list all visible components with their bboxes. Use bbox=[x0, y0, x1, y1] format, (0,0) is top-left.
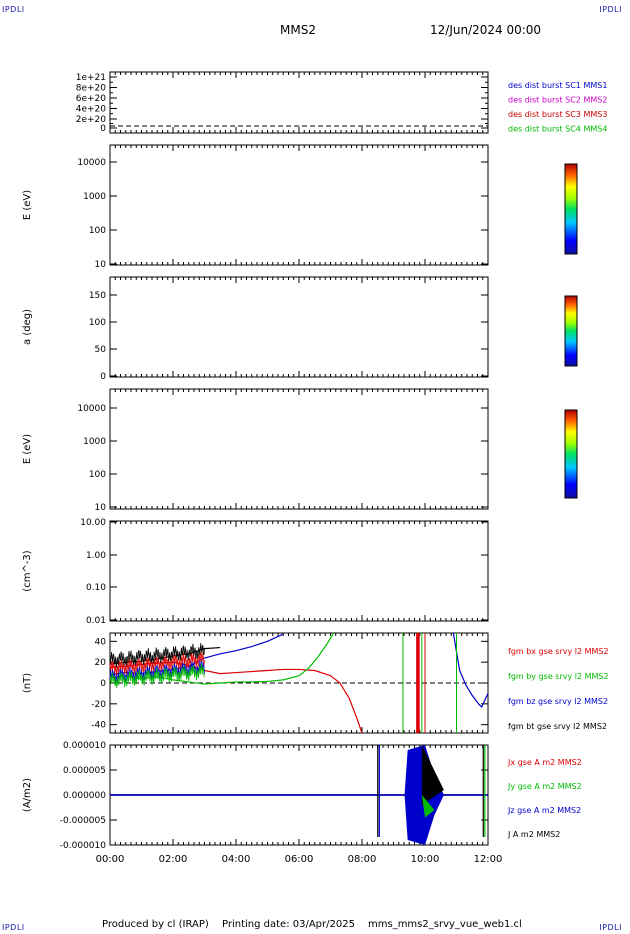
p1-legend-entry: des dist burst SC2 MMS2 bbox=[508, 96, 607, 105]
p2-tick-label: 1000 bbox=[83, 192, 106, 202]
p6-tick-label: -20 bbox=[91, 700, 106, 710]
colorbar-3 bbox=[564, 409, 578, 499]
p4-tick-label: 1000 bbox=[83, 437, 106, 447]
p7-legend-entry: Jz gse A m2 MMS2 bbox=[507, 806, 581, 815]
colorbar-2 bbox=[564, 295, 578, 367]
date-title: 12/Jun/2024 00:00 bbox=[430, 23, 542, 37]
p1-tick-label: 4e+20 bbox=[76, 105, 107, 115]
p3-tick-label: 100 bbox=[89, 318, 106, 328]
p1-frame bbox=[109, 71, 489, 134]
corner-label-bottom-left: IPDLI bbox=[2, 923, 25, 932]
p1-tick-label: 2e+20 bbox=[76, 115, 107, 125]
p4-tick-label: 100 bbox=[89, 470, 106, 480]
p4-tick-label: 10 bbox=[95, 503, 107, 513]
p7-tick-label: -0.000010 bbox=[60, 841, 106, 851]
p5-tick-label: 10.00 bbox=[80, 518, 106, 528]
time-tick-label: 00:00 bbox=[96, 854, 125, 865]
p1-legend-entry: des dist burst SC4 MMS4 bbox=[508, 125, 607, 134]
p1-tick-label: 0 bbox=[100, 124, 106, 134]
p4-ylabel: E (eV) bbox=[22, 434, 33, 464]
p7-tick-label: 0.000010 bbox=[63, 741, 106, 751]
p2-tick-label: 10000 bbox=[77, 158, 106, 168]
colorbar-1 bbox=[564, 163, 578, 255]
footer-printing-date: Printing date: 03/Apr/2025 bbox=[222, 919, 355, 930]
p7-legend-entry: J A m2 MMS2 bbox=[507, 830, 560, 839]
p6-noise-trace bbox=[109, 643, 205, 668]
p3-tick-label: 150 bbox=[89, 291, 106, 301]
p7-ylabel: (A/m2) bbox=[22, 778, 33, 812]
p6-tick-label: 40 bbox=[95, 637, 107, 647]
p6-tick-label: 20 bbox=[95, 658, 107, 668]
p2-tick-label: 100 bbox=[89, 226, 106, 236]
p4-tick-label: 10000 bbox=[77, 404, 106, 414]
spacecraft-title: MMS2 bbox=[280, 23, 316, 37]
p5-tick-label: 0.01 bbox=[86, 616, 106, 626]
footer-filename: mms_mms2_srvy_vue_web1.cl bbox=[368, 919, 522, 930]
p5-tick-label: 0.10 bbox=[86, 583, 106, 593]
p6-tick-label: 0 bbox=[100, 679, 106, 689]
p5-tick-label: 1.00 bbox=[86, 551, 106, 561]
time-tick-label: 04:00 bbox=[222, 854, 251, 865]
footer-producer: Produced by cl (IRAP) bbox=[102, 919, 209, 930]
p7-burst-magnitude bbox=[421, 745, 444, 805]
p1-legend-entry: des dist burst SC1 MMS1 bbox=[508, 81, 607, 90]
corner-label-top-right: IPDLI bbox=[599, 5, 622, 14]
p7-tick-label: 0.000005 bbox=[63, 766, 106, 776]
p6-noise-trace bbox=[109, 652, 205, 676]
p4-frame bbox=[109, 388, 489, 510]
p1-tick-label: 1e+21 bbox=[76, 73, 106, 83]
p3-frame bbox=[109, 276, 489, 378]
corner-label-top-left: IPDLI bbox=[2, 5, 25, 14]
p7-burst-jy bbox=[421, 795, 435, 818]
p7-legend-entry: Jx gse A m2 MMS2 bbox=[507, 758, 582, 767]
time-tick-label: 12:00 bbox=[474, 854, 503, 865]
p2-frame bbox=[109, 144, 489, 266]
p6-series-line bbox=[452, 632, 489, 708]
corner-label-bottom-right: IPDLI bbox=[599, 923, 622, 932]
p1-tick-label: 8e+20 bbox=[76, 84, 107, 94]
p6-legend-entry: fgm bz gse srvy l2 MMS2 bbox=[508, 697, 608, 706]
time-tick-label: 06:00 bbox=[285, 854, 314, 865]
p6-tick-label: -40 bbox=[91, 721, 106, 731]
p7-tick-label: 0.000000 bbox=[63, 791, 106, 801]
p2-ylabel: E (eV) bbox=[22, 190, 33, 220]
time-tick-label: 02:00 bbox=[159, 854, 188, 865]
p1-tick-label: 6e+20 bbox=[76, 94, 107, 104]
p6-legend-entry: fgm by gse srvy l2 MMS2 bbox=[508, 672, 609, 681]
p3-tick-label: 0 bbox=[100, 372, 106, 382]
p6-ylabel: (nT) bbox=[22, 673, 33, 693]
time-tick-label: 08:00 bbox=[348, 854, 377, 865]
p2-tick-label: 10 bbox=[95, 260, 107, 270]
time-tick-label: 10:00 bbox=[411, 854, 440, 865]
p5-frame bbox=[109, 520, 489, 622]
p7-legend-entry: Jy gse A m2 MMS2 bbox=[507, 782, 582, 791]
p6-noise-trace bbox=[109, 663, 205, 689]
p6-legend-entry: fgm bt gse srvy l2 MMS2 bbox=[508, 722, 607, 731]
p6-legend-entry: fgm bx gse srvy l2 MMS2 bbox=[508, 647, 609, 656]
p3-ylabel: a (deg) bbox=[22, 309, 33, 345]
p3-tick-label: 50 bbox=[95, 345, 107, 355]
p5-ylabel: (cm^-3) bbox=[22, 550, 33, 591]
p1-legend-entry: des dist burst SC3 MMS3 bbox=[508, 110, 607, 119]
p7-tick-label: -0.000005 bbox=[60, 816, 106, 826]
